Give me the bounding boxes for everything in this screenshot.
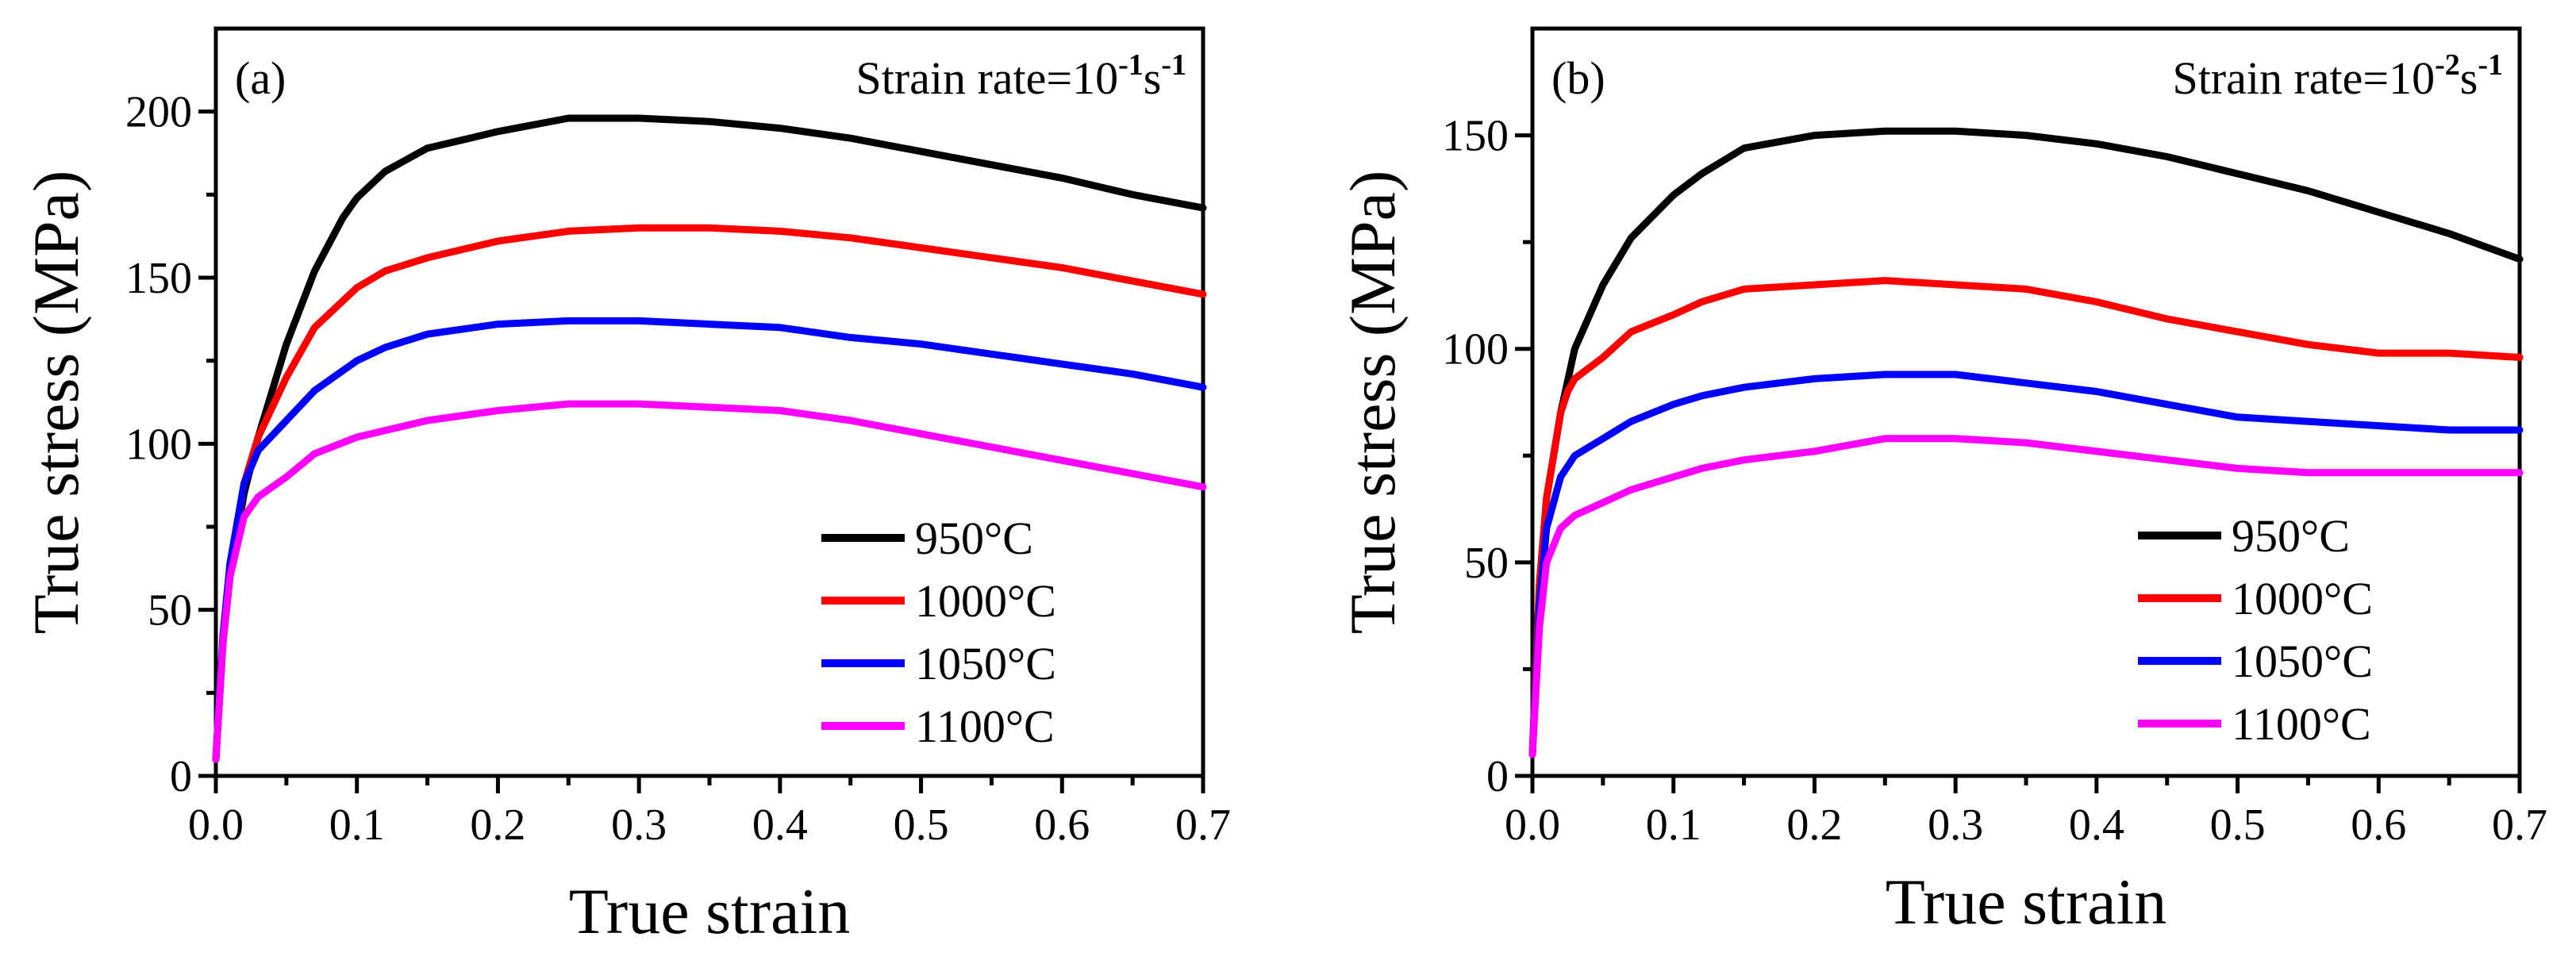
x-tick-label: 0.3: [611, 801, 667, 850]
annotation-unit: s: [1144, 52, 1162, 104]
tick-labels: 0.0 0.1 0.2 0.3 0.4 0.5 0.6 0.7 0 50 100 150 200: [125, 88, 1231, 850]
annotation-exponent: -1: [1118, 48, 1144, 82]
legend-label: 1100°C: [2232, 698, 2371, 750]
y-tick-label: 150: [1442, 112, 1509, 161]
legend-label: 1100°C: [915, 701, 1055, 752]
annotation-unit-exponent: -1: [2478, 48, 2503, 82]
series-group: [1528, 127, 2524, 758]
y-tick-label: 0: [1486, 752, 1509, 801]
tick-marks: [1515, 133, 2522, 793]
y-tick-label: 50: [1464, 539, 1509, 588]
x-tick-label: 0.7: [2492, 801, 2547, 850]
x-tick-label: 0.0: [188, 801, 244, 850]
x-tick-label: 0.1: [329, 801, 385, 850]
tick-labels: 0.0 0.1 0.2 0.3 0.4 0.5 0.6 0.7 0 50 100 150: [1442, 112, 2547, 850]
annotation-prefix: Strain rate=10: [2172, 52, 2435, 104]
y-axis-label: True stress (MPa): [20, 171, 92, 635]
legend-label: 1000°C: [915, 575, 1056, 627]
y-tick-label: 50: [148, 586, 192, 635]
series-line: [212, 400, 1207, 763]
y-tick-label: 150: [125, 254, 192, 303]
y-tick-label: 100: [1442, 325, 1509, 374]
x-tick-label: 0.2: [470, 801, 525, 850]
series-line: [1528, 435, 2524, 758]
x-tick-label: 0.3: [1928, 801, 1983, 850]
x-tick-label: 0.0: [1505, 801, 1560, 850]
x-tick-label: 0.4: [2069, 801, 2124, 850]
x-tick-label: 0.1: [1646, 801, 1701, 850]
annotation-unit-exponent: -1: [1161, 48, 1186, 82]
legend-label: 1050°C: [2232, 635, 2373, 687]
strain-rate-annotation: Strain rate=10-2s-1: [2172, 48, 2503, 104]
legend-label: 1000°C: [2232, 573, 2373, 624]
panel-label: (b): [1551, 52, 1605, 104]
legend: 950°C 1000°C 1050°C 1100°C: [821, 513, 1056, 752]
series-group: [212, 114, 1207, 763]
annotation-unit: s: [2460, 52, 2478, 104]
x-axis-label: True strain: [569, 875, 851, 947]
strain-rate-annotation: Strain rate=10-1s-1: [855, 48, 1186, 104]
legend: 950°C 1000°C 1050°C 1100°C: [2138, 510, 2373, 750]
y-tick-label: 100: [125, 420, 192, 469]
x-tick-label: 0.2: [1786, 801, 1842, 850]
series-line: [1528, 277, 2524, 758]
series-line: [1528, 370, 2524, 758]
series-line: [212, 317, 1207, 763]
annotation-exponent: -2: [2435, 48, 2460, 82]
x-tick-label: 0.7: [1175, 801, 1231, 850]
legend-label: 950°C: [2232, 510, 2350, 562]
x-tick-label: 0.6: [2351, 801, 2406, 850]
x-tick-label: 0.5: [2210, 801, 2266, 850]
annotation-prefix: Strain rate=10: [855, 52, 1118, 104]
tick-marks: [198, 109, 1205, 793]
chart-panel-a: 0.0 0.1 0.2 0.3 0.4 0.5 0.6 0.7 0 50 100 150 200 (a)…: [20, 26, 1231, 947]
x-tick-label: 0.4: [752, 801, 808, 850]
x-tick-label: 0.5: [894, 801, 949, 850]
chart-panel-b: 0.0 0.1 0.2 0.3 0.4 0.5 0.6 0.7 0 50 100 150 (b) St…: [1336, 26, 2547, 938]
y-axis-label: True stress (MPa): [1336, 171, 1409, 635]
x-tick-label: 0.6: [1034, 801, 1090, 850]
y-tick-label: 0: [170, 752, 192, 801]
y-tick-label: 200: [125, 88, 192, 137]
panel-label: (a): [235, 52, 286, 104]
x-axis-label: True strain: [1886, 866, 2167, 938]
legend-label: 950°C: [915, 513, 1033, 564]
legend-label: 1050°C: [915, 638, 1056, 689]
